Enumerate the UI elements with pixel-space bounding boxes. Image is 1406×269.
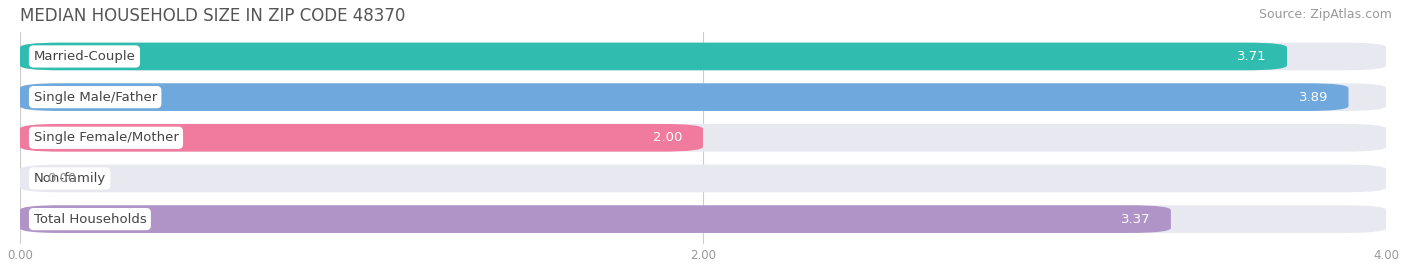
- Text: Married-Couple: Married-Couple: [34, 50, 135, 63]
- FancyBboxPatch shape: [20, 165, 1386, 192]
- FancyBboxPatch shape: [20, 83, 1386, 111]
- FancyBboxPatch shape: [20, 43, 1386, 70]
- FancyBboxPatch shape: [20, 83, 1348, 111]
- Text: 3.71: 3.71: [1237, 50, 1267, 63]
- Text: Non-family: Non-family: [34, 172, 105, 185]
- FancyBboxPatch shape: [20, 205, 1386, 233]
- Text: Total Households: Total Households: [34, 213, 146, 226]
- Text: 0.00: 0.00: [48, 172, 76, 185]
- FancyBboxPatch shape: [20, 124, 1386, 152]
- Text: MEDIAN HOUSEHOLD SIZE IN ZIP CODE 48370: MEDIAN HOUSEHOLD SIZE IN ZIP CODE 48370: [20, 7, 405, 25]
- Text: Source: ZipAtlas.com: Source: ZipAtlas.com: [1258, 8, 1392, 21]
- Text: 3.37: 3.37: [1121, 213, 1150, 226]
- Text: Single Male/Father: Single Male/Father: [34, 91, 157, 104]
- FancyBboxPatch shape: [20, 205, 1171, 233]
- FancyBboxPatch shape: [20, 43, 1286, 70]
- FancyBboxPatch shape: [20, 124, 703, 152]
- Text: 3.89: 3.89: [1299, 91, 1329, 104]
- Text: 2.00: 2.00: [654, 131, 682, 144]
- Text: Single Female/Mother: Single Female/Mother: [34, 131, 179, 144]
